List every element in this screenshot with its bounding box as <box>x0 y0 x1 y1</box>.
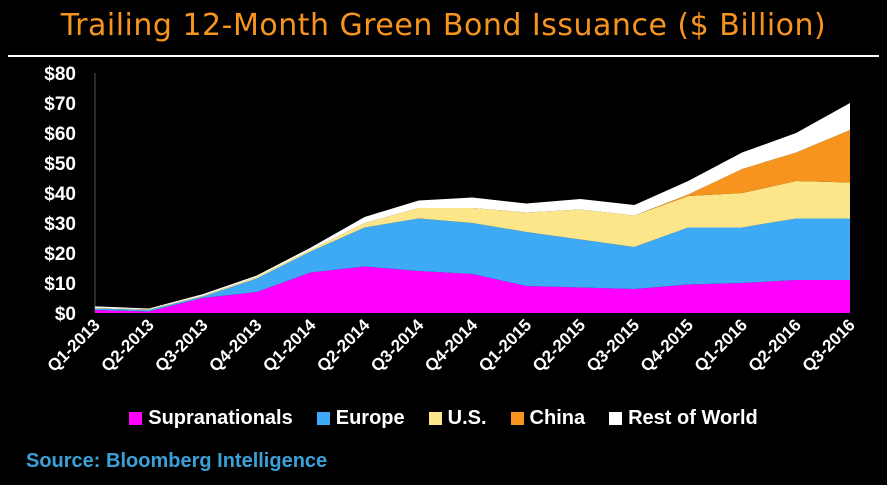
x-tick-label: Q1-2015 <box>475 315 535 375</box>
x-tick-label: Q2-2015 <box>529 315 589 375</box>
legend-swatch <box>428 412 442 425</box>
legend-swatch <box>609 412 623 425</box>
y-tick-label: $40 <box>44 184 76 205</box>
x-tick-label: Q4-2015 <box>637 315 697 375</box>
x-tick-label: Q1-2016 <box>691 315 751 375</box>
x-tick-label: Q4-2014 <box>421 315 482 376</box>
x-tick-label: Q2-2014 <box>313 315 374 376</box>
area-series-europe <box>95 218 850 312</box>
legend-label: Supranationals <box>148 407 293 429</box>
y-tick-label: $30 <box>44 214 76 235</box>
legend-swatch <box>129 412 143 425</box>
x-tick-label: Q4-2013 <box>205 315 265 375</box>
legend-label: China <box>529 407 586 429</box>
area-series-u-s- <box>95 181 850 310</box>
y-tick-label: $50 <box>44 154 76 175</box>
legend-swatch <box>316 412 330 425</box>
legend-swatch <box>510 412 524 425</box>
legend-label: Rest of World <box>628 407 758 429</box>
x-tick-label: Q3-2016 <box>799 315 859 375</box>
y-tick-label: $20 <box>44 244 76 265</box>
x-tick-label: Q2-2013 <box>98 315 158 375</box>
legend-label: Europe <box>335 407 405 429</box>
legend-item: U.S. <box>428 407 487 430</box>
legend-item: Supranationals <box>129 407 293 430</box>
y-tick-label: $80 <box>44 64 76 85</box>
x-tick-label: Q1-2014 <box>259 315 320 376</box>
chart-title: Trailing 12-Month Green Bond Issuance ($… <box>60 8 827 43</box>
x-tick-label: Q3-2015 <box>583 315 643 375</box>
source-note: Source: Bloomberg Intelligence <box>26 450 328 472</box>
y-tick-label: $10 <box>44 274 76 295</box>
x-tick-label: Q3-2013 <box>151 315 211 375</box>
chart-legend: Supranationals Europe U.S. China Rest of Wor… <box>0 407 887 430</box>
legend-item: Rest of World <box>609 407 758 430</box>
legend-item: Europe <box>316 407 405 430</box>
title-divider <box>8 55 879 57</box>
y-tick-label: $70 <box>44 94 76 115</box>
y-tick-label: $60 <box>44 124 76 145</box>
legend-item: China <box>510 407 586 430</box>
area-series-supranationals <box>95 266 850 313</box>
area-series-rest-of-world <box>95 103 850 310</box>
y-tick-label: $0 <box>55 304 76 325</box>
x-tick-label: Q3-2014 <box>367 315 428 376</box>
x-tick-label: Q2-2016 <box>745 315 805 375</box>
legend-label: U.S. <box>447 407 487 429</box>
